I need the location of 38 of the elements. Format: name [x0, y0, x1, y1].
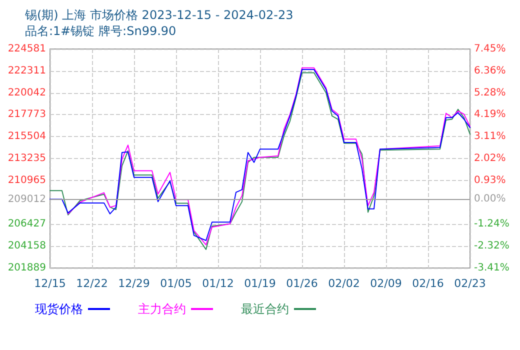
chart-subtitle: 品名:1#锡锭 牌号:Sn99.90 [25, 24, 176, 38]
y-tick-label: 217773 [8, 109, 46, 120]
y2-tick-label: 2.02% [474, 153, 506, 164]
x-tick-label: 01/26 [286, 277, 318, 290]
legend-label: 主力合约 [138, 302, 186, 316]
y-tick-label: 220042 [8, 87, 46, 98]
y-tick-label: 215504 [8, 131, 46, 142]
y2-tick-label: 6.36% [474, 65, 506, 76]
y2-tick-label: 0.93% [474, 174, 506, 186]
chart-title: 锡(期) 上海 市场价格 2023-12-15 - 2024-02-23 [24, 8, 294, 22]
y2-tick-label: 5.28% [474, 87, 506, 98]
y-tick-label: 209012 [8, 194, 46, 205]
x-tick-label: 01/05 [160, 277, 192, 290]
y2-tick-label: -1.24% [474, 218, 510, 230]
y2-tick-label: -3.41% [474, 262, 510, 274]
y-tick-label: 222311 [8, 65, 46, 76]
legend-label: 最近合约 [241, 302, 289, 316]
y-tick-label: 206427 [8, 218, 46, 230]
x-tick-label: 01/12 [202, 277, 234, 290]
y2-tick-label: 4.19% [474, 109, 506, 120]
x-tick-label: 12/15 [34, 277, 66, 290]
x-tick-label: 12/29 [118, 277, 150, 290]
x-tick-label: 02/16 [412, 277, 444, 290]
x-tick-label: 12/22 [76, 277, 108, 290]
y2-tick-label: -2.32% [474, 240, 510, 252]
y-tick-label: 201889 [8, 262, 46, 274]
y-tick-label: 213235 [8, 153, 46, 164]
y-tick-label: 204158 [8, 240, 46, 252]
y-tick-label: 224581 [8, 44, 46, 54]
y2-tick-label: 7.45% [474, 44, 506, 54]
y2-tick-label: 3.11% [474, 131, 506, 142]
x-tick-label: 02/02 [328, 277, 360, 290]
legend-label: 现货价格 [35, 302, 83, 316]
y-tick-label: 210965 [8, 174, 46, 186]
x-tick-label: 01/19 [244, 277, 276, 290]
x-tick-label: 02/09 [370, 277, 402, 290]
x-tick-label: 02/23 [454, 277, 486, 290]
y2-tick-label: 0.00% [474, 194, 506, 205]
